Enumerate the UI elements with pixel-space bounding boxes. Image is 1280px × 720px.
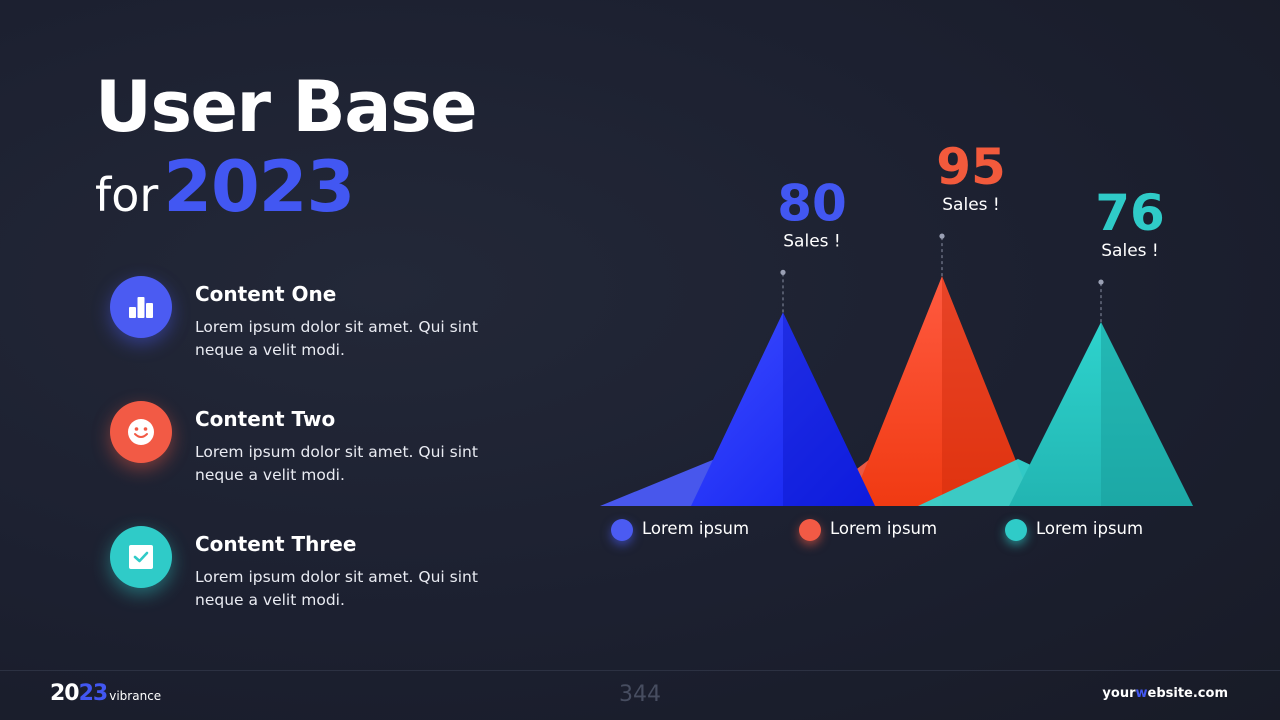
content-one-heading: Content One xyxy=(195,282,337,306)
content-three-text: Lorem ipsum dolor sit amet. Qui sint neq… xyxy=(195,568,478,609)
content-two-heading: Content Two xyxy=(195,407,336,431)
content-one-text: Lorem ipsum dolor sit amet. Qui sint neq… xyxy=(195,318,478,359)
checkbox-icon xyxy=(110,526,172,588)
peak-shade-2 xyxy=(942,276,1034,506)
legend-label-2: Lorem ipsum xyxy=(830,519,938,538)
leader-dot-2 xyxy=(939,233,945,239)
website-suffix: ebsite.com xyxy=(1147,686,1228,701)
brand-logo: 2023 vibrance xyxy=(50,683,161,705)
page-subtitle: for 2023 xyxy=(95,152,355,222)
bar-chart-icon xyxy=(110,276,172,338)
website-highlight: w xyxy=(1135,686,1148,701)
content-three-heading: Content Three xyxy=(195,532,357,556)
content-two-text: Lorem ipsum dolor sit amet. Qui sint neq… xyxy=(195,443,478,484)
page-title: User Base xyxy=(95,66,478,148)
content-item-one: Content One Lorem ipsum dolor sit amet. … xyxy=(110,276,530,366)
footer-divider xyxy=(0,670,1280,671)
peak-3 xyxy=(1009,322,1193,506)
value-label-3: 76 xyxy=(1095,184,1165,242)
leader-dot-1 xyxy=(780,269,786,275)
value-label-1: 80 xyxy=(777,174,847,232)
peak-1 xyxy=(691,312,875,506)
content-item-two: Content Two Lorem ipsum dolor sit amet. … xyxy=(110,401,530,491)
value-label-2: 95 xyxy=(936,138,1006,196)
website-link[interactable]: yourwebsite.com xyxy=(1102,686,1228,701)
legend-dot-2 xyxy=(799,519,821,541)
peak-2 xyxy=(850,276,1034,506)
logo-number-part1: 20 xyxy=(50,681,80,706)
logo-wordmark: vibrance xyxy=(109,689,162,703)
logo-number-part2: 23 xyxy=(78,681,109,706)
subtitle-for: for xyxy=(95,168,159,222)
legend-label-1: Lorem ipsum xyxy=(642,519,750,538)
legend-dot-1 xyxy=(611,519,633,541)
caption-label-2: Sales ! xyxy=(942,195,999,215)
smiley-face-icon xyxy=(110,401,172,463)
subtitle-year: 2023 xyxy=(163,146,355,228)
caption-label-1: Sales ! xyxy=(783,231,840,251)
legend-dot-3 xyxy=(1005,519,1027,541)
caption-label-3: Sales ! xyxy=(1101,241,1158,261)
peak-shade-3 xyxy=(1101,322,1193,506)
legend-label-3: Lorem ipsum xyxy=(1036,519,1144,538)
page-number: 344 xyxy=(619,682,661,707)
website-prefix: your xyxy=(1102,686,1136,701)
content-item-three: Content Three Lorem ipsum dolor sit amet… xyxy=(110,526,530,616)
peak-shade-1 xyxy=(783,312,875,506)
leader-dot-3 xyxy=(1098,279,1104,285)
